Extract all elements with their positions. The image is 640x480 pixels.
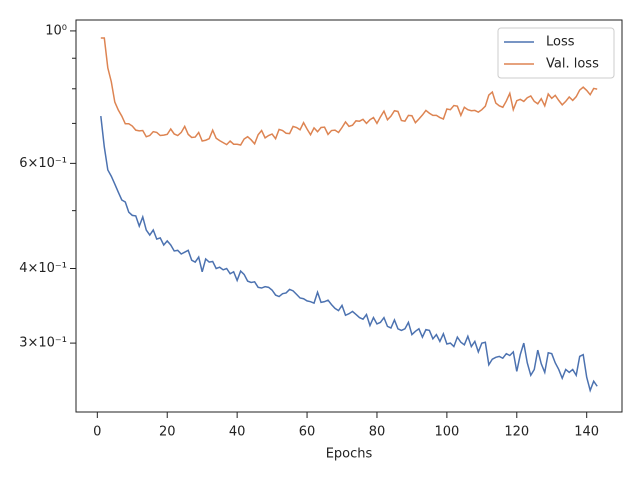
- plot-frame: [75, 19, 623, 413]
- x-tick-label: 80: [369, 425, 386, 440]
- line-series: [100, 37, 598, 146]
- y-tick-label: 6×10⁻¹: [19, 156, 67, 171]
- legend: Loss Val. loss: [497, 27, 615, 79]
- legend-label: Val. loss: [546, 57, 599, 72]
- x-tick-label: 60: [299, 425, 316, 440]
- x-tick-label: 140: [574, 425, 599, 440]
- x-tick-label: 20: [159, 425, 176, 440]
- x-axis-label: Epochs: [326, 447, 373, 462]
- legend-box: [497, 27, 615, 79]
- x-tick-label: 120: [504, 425, 529, 440]
- y-tick-label: 4×10⁻¹: [19, 261, 67, 276]
- x-tick-label: 0: [93, 425, 101, 440]
- x-tick-label: 40: [229, 425, 246, 440]
- y-tick-label: 3×10⁻¹: [19, 336, 67, 351]
- legend-label: Loss: [546, 35, 575, 50]
- y-tick-label: 10⁰: [45, 23, 67, 38]
- line-series: [100, 116, 598, 393]
- x-tick-label: 100: [434, 425, 459, 440]
